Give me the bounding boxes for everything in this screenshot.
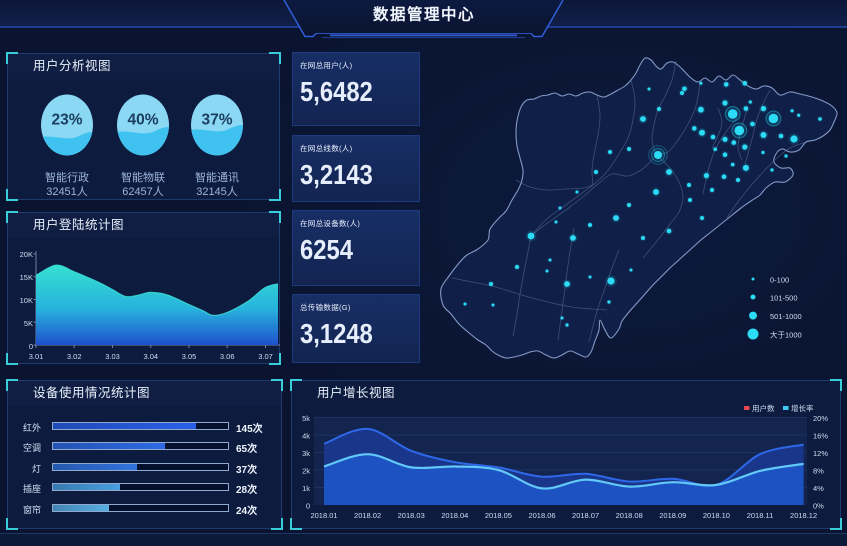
svg-text:8%: 8% bbox=[813, 467, 824, 476]
svg-text:501-1000: 501-1000 bbox=[770, 312, 802, 321]
svg-text:4%: 4% bbox=[813, 484, 824, 493]
svg-text:12%: 12% bbox=[813, 449, 828, 458]
svg-text:2018.07: 2018.07 bbox=[572, 511, 599, 520]
svg-text:增长率: 增长率 bbox=[791, 403, 814, 413]
svg-text:0%: 0% bbox=[813, 502, 824, 511]
svg-text:23%: 23% bbox=[51, 112, 82, 129]
svg-text:1k: 1k bbox=[302, 484, 310, 493]
svg-text:3.06: 3.06 bbox=[220, 352, 235, 361]
svg-text:2018.12: 2018.12 bbox=[790, 511, 817, 520]
svg-text:2018.10: 2018.10 bbox=[703, 511, 730, 520]
svg-text:数据管理中心: 数据管理中心 bbox=[373, 5, 475, 24]
svg-text:101-500: 101-500 bbox=[770, 294, 798, 303]
svg-text:大于1000: 大于1000 bbox=[770, 330, 802, 340]
svg-text:0-100: 0-100 bbox=[770, 276, 789, 285]
svg-text:4k: 4k bbox=[302, 432, 310, 441]
svg-text:37%: 37% bbox=[201, 112, 232, 129]
svg-text:2018.11: 2018.11 bbox=[747, 511, 774, 520]
svg-text:2018.08: 2018.08 bbox=[616, 511, 643, 520]
svg-text:20K: 20K bbox=[20, 250, 33, 259]
svg-text:2018.06: 2018.06 bbox=[528, 511, 555, 520]
svg-text:3.01: 3.01 bbox=[29, 352, 44, 361]
svg-text:10K: 10K bbox=[20, 296, 33, 305]
svg-text:3k: 3k bbox=[302, 449, 310, 458]
svg-text:3.04: 3.04 bbox=[143, 352, 158, 361]
svg-text:16%: 16% bbox=[813, 432, 828, 441]
svg-text:2018.09: 2018.09 bbox=[659, 511, 686, 520]
svg-text:15K: 15K bbox=[20, 273, 33, 282]
svg-text:20%: 20% bbox=[813, 414, 828, 423]
svg-text:0: 0 bbox=[306, 502, 310, 511]
svg-text:2k: 2k bbox=[302, 467, 310, 476]
svg-text:3.05: 3.05 bbox=[182, 352, 197, 361]
svg-text:2018.02: 2018.02 bbox=[354, 511, 381, 520]
svg-text:2018.04: 2018.04 bbox=[441, 511, 468, 520]
svg-text:5k: 5k bbox=[302, 414, 310, 423]
svg-text:40%: 40% bbox=[127, 112, 158, 129]
svg-text:3.02: 3.02 bbox=[67, 352, 82, 361]
svg-text:3.03: 3.03 bbox=[105, 352, 120, 361]
svg-text:用户数: 用户数 bbox=[752, 403, 775, 413]
svg-text:2018.03: 2018.03 bbox=[398, 511, 425, 520]
svg-text:3.07: 3.07 bbox=[258, 352, 273, 361]
svg-text:5K: 5K bbox=[24, 319, 33, 328]
svg-text:0: 0 bbox=[29, 342, 33, 351]
svg-text:2018.05: 2018.05 bbox=[485, 511, 512, 520]
svg-text:2018.01: 2018.01 bbox=[310, 511, 337, 520]
